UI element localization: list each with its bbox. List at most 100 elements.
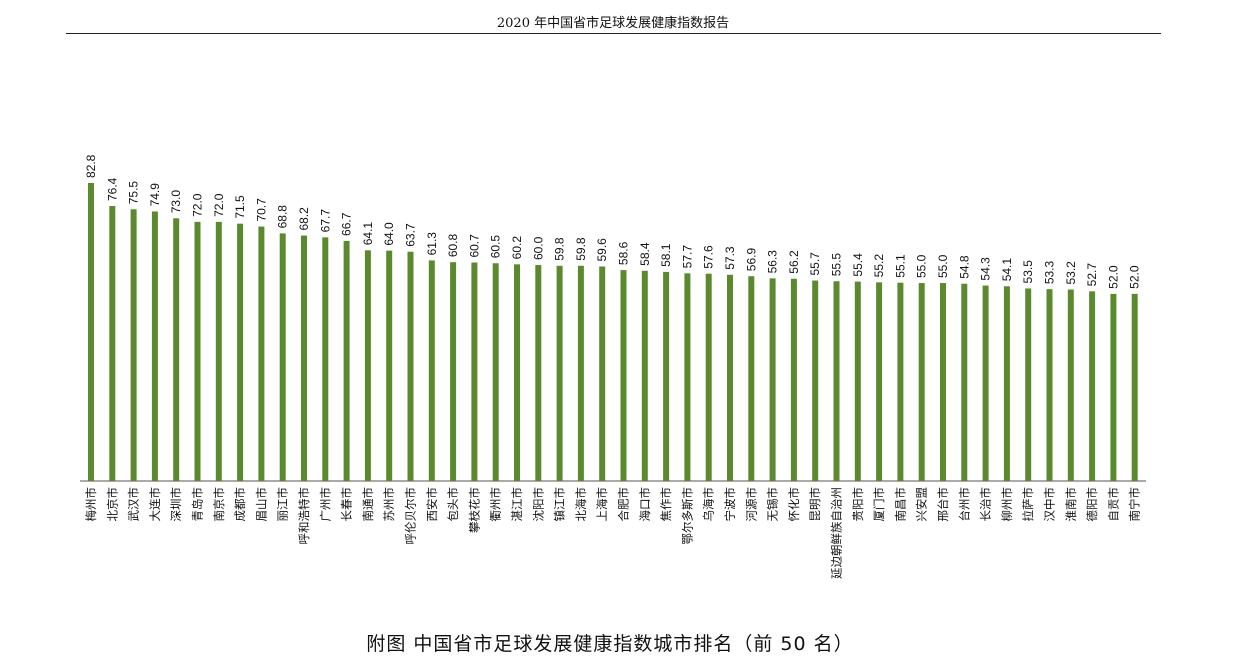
category-label: 淮南市 (1064, 487, 1078, 522)
value-label: 67.7 (318, 209, 332, 233)
value-label: 58.1 (659, 243, 673, 267)
bar-宁波市 (727, 274, 733, 481)
value-label: 55.7 (808, 252, 822, 276)
category-label: 长治市 (979, 487, 993, 522)
category-label: 梅州市 (84, 487, 98, 522)
value-label: 53.3 (1043, 260, 1057, 284)
bar-无锡市 (769, 278, 776, 481)
bar-邢台市 (940, 283, 946, 481)
category-label: 自贡市 (1106, 487, 1120, 522)
category-label: 乌海市 (702, 487, 716, 522)
value-label: 57.7 (680, 245, 694, 269)
bar-南宁市 (1131, 293, 1138, 481)
bar-呼和浩特市 (301, 235, 307, 481)
header-divider (66, 33, 1161, 34)
value-label: 56.3 (766, 250, 780, 274)
value-label: 60.0 (531, 236, 545, 260)
category-label: 北京市 (105, 487, 119, 522)
value-label: 75.5 (127, 181, 141, 205)
bar-南京市 (215, 221, 222, 481)
category-label: 兴安盟 (915, 487, 929, 522)
value-label: 58.4 (638, 242, 652, 266)
figure-caption: 附图 中国省市足球发展健康指数城市排名（前 50 名） (366, 633, 854, 655)
value-label: 53.5 (1021, 260, 1035, 284)
value-label: 60.2 (510, 236, 524, 260)
bar-自贡市 (1110, 293, 1117, 481)
bar-怀化市 (790, 278, 797, 481)
category-label: 合肥市 (617, 487, 631, 522)
category-label: 沈阳市 (531, 487, 545, 522)
category-label: 包头市 (446, 487, 460, 522)
value-label: 72.0 (191, 193, 205, 217)
category-label: 长春市 (340, 487, 354, 522)
category-label: 柳州市 (1000, 487, 1014, 522)
value-label: 57.3 (723, 246, 737, 270)
page-header-title: 2020 年中国省市足球发展健康指数报告 (496, 16, 730, 31)
bar-青岛市 (194, 221, 201, 481)
value-label: 61.3 (425, 232, 439, 256)
value-label: 56.2 (787, 250, 801, 274)
value-label: 56.9 (744, 248, 758, 272)
category-label: 汉中市 (1043, 487, 1057, 522)
category-label: 贵阳市 (851, 487, 865, 522)
bar-延边朝鲜族自治州 (833, 281, 840, 481)
value-label: 55.1 (893, 254, 907, 278)
bar-攀枝花市 (471, 262, 478, 481)
bars-group (88, 183, 1138, 482)
bar-鄂尔多斯市 (684, 273, 691, 481)
bar-上海市 (599, 266, 606, 481)
bar-眉山市 (258, 226, 265, 481)
category-label: 丽江市 (276, 487, 290, 522)
category-label: 南通市 (361, 487, 375, 522)
bar-广州市 (322, 237, 329, 481)
category-label: 大连市 (148, 487, 162, 522)
category-label: 镇江市 (553, 487, 567, 522)
category-label: 延边朝鲜族自治州 (830, 487, 844, 579)
value-label: 64.1 (361, 222, 375, 246)
value-label: 52.0 (1106, 265, 1120, 289)
bar-台州市 (961, 283, 968, 481)
bar-成都市 (237, 223, 244, 482)
value-label: 60.5 (489, 235, 503, 259)
category-label: 呼和浩特市 (297, 487, 311, 545)
value-label: 54.1 (1000, 258, 1014, 282)
bar-大连市 (151, 211, 158, 481)
bar-拉萨市 (1025, 288, 1032, 481)
bar-昆明市 (812, 280, 819, 481)
bar-沈阳市 (535, 265, 542, 481)
category-label: 鄂尔多斯市 (680, 487, 694, 545)
value-label: 54.8 (957, 255, 971, 279)
value-label: 59.8 (553, 237, 567, 261)
category-label: 呼伦贝尔市 (404, 487, 418, 545)
value-label: 55.4 (851, 253, 865, 277)
category-label: 攀枝花市 (467, 487, 481, 533)
bar-贵阳市 (854, 281, 861, 481)
category-label: 成都市 (233, 487, 247, 522)
category-label: 武汉市 (127, 487, 141, 522)
bar-厦门市 (876, 282, 883, 481)
bar-合肥市 (620, 270, 627, 481)
bar-呼伦贝尔市 (407, 251, 414, 481)
value-label: 55.2 (872, 254, 886, 278)
value-label: 52.7 (1085, 263, 1099, 287)
bar-丽江市 (279, 233, 286, 481)
bar-武汉市 (130, 209, 137, 481)
value-label: 68.8 (276, 205, 290, 229)
category-label: 南昌市 (893, 487, 907, 522)
value-label: 52.0 (1128, 265, 1142, 289)
bar-苏州市 (386, 250, 393, 481)
value-label: 63.7 (404, 223, 418, 247)
bar-包头市 (450, 262, 457, 481)
value-label: 68.2 (297, 207, 311, 231)
value-label: 54.3 (979, 257, 993, 281)
value-label: 74.9 (148, 183, 162, 207)
category-label: 台州市 (957, 487, 971, 522)
bar-乌海市 (705, 273, 712, 481)
bar-兴安盟 (918, 283, 925, 481)
bar-南昌市 (897, 282, 904, 481)
value-label: 55.0 (915, 254, 929, 278)
value-label: 72.0 (212, 193, 226, 217)
bar-淮南市 (1067, 289, 1074, 481)
category-labels-group: 梅州市 北京市 武汉市 大连市 深圳市 青岛市 南京市 成都市 眉山市 丽江市 呼和浩特市 广州市 长春… (84, 487, 1142, 579)
value-label: 73.0 (169, 190, 183, 214)
